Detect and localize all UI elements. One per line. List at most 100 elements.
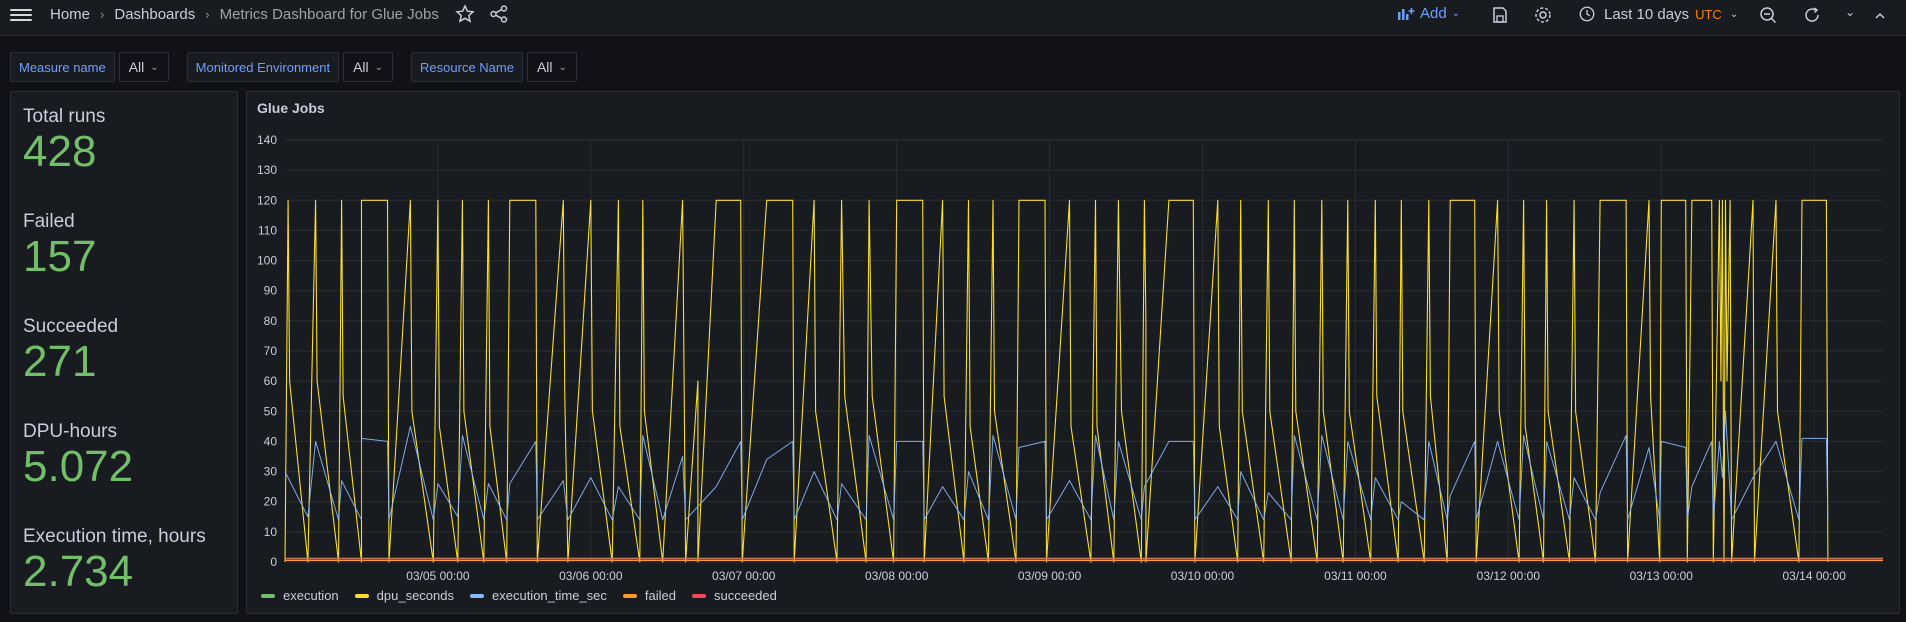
variables-bar: Measure name All ⌄ Monitored Environment …: [10, 52, 577, 82]
add-button-label: Add: [1420, 5, 1447, 22]
series-line-dpu-seconds: [284, 199, 1829, 563]
y-tick-label: 100: [257, 254, 277, 268]
legend-label: succeeded: [713, 588, 777, 603]
zoom-out-icon[interactable]: [1758, 5, 1778, 25]
breadcrumb-dashboards[interactable]: Dashboards: [114, 6, 196, 23]
collapse-icon[interactable]: [1870, 5, 1890, 25]
legend-swatch: [354, 593, 369, 598]
variable-label: Monitored Environment: [186, 52, 340, 82]
variable-label: Resource Name: [411, 52, 523, 82]
variable-value: All: [536, 59, 553, 75]
x-tick-label: 03/12 00:00: [1477, 569, 1541, 582]
y-tick-label: 90: [264, 284, 278, 298]
legend-label: execution: [283, 588, 339, 603]
page-title: Metrics Dashboard for Glue Jobs: [219, 6, 439, 23]
variable-value: All: [353, 59, 369, 75]
y-tick-label: 0: [270, 555, 277, 569]
x-tick-label: 03/08 00:00: [865, 569, 929, 582]
y-tick-label: 30: [264, 465, 278, 479]
timezone-badge: UTC: [1695, 6, 1722, 22]
stat-label: Execution time, hours: [23, 526, 206, 547]
chevron-right-icon: ›: [205, 7, 210, 22]
time-range-label: Last 10 days: [1604, 5, 1690, 23]
glue-jobs-panel[interactable]: Glue Jobs 0 10 20 30 40 50 60 70 80 90 100 110 120 13…: [246, 91, 1900, 614]
stat-succeeded: Succeeded 271: [23, 316, 118, 386]
chevron-down-icon: ⌄: [1451, 8, 1461, 19]
chevron-down-icon: ⌄: [558, 61, 567, 73]
stat-label: Succeeded: [23, 316, 119, 337]
variable-select-resource-name[interactable]: All ⌄: [526, 52, 577, 82]
y-tick-label: 50: [264, 404, 278, 418]
top-navbar: Home › Dashboards › Metrics Dashboard fo…: [0, 0, 1906, 36]
stat-dpu-hours: DPU-hours 5.072: [23, 421, 133, 491]
legend-label: dpu_seconds: [376, 588, 454, 603]
refresh-interval-chevron-icon[interactable]: ⌄: [1844, 5, 1856, 19]
variable-select-measure-name[interactable]: All ⌄: [118, 52, 169, 82]
x-tick-label: 03/07 00:00: [712, 569, 776, 582]
x-tick-label: 03/10 00:00: [1171, 569, 1235, 582]
series-line-execution-time-sec: [284, 410, 1829, 521]
gear-icon[interactable]: [1533, 5, 1553, 25]
time-range-picker[interactable]: Last 10 days UTC ⌄: [1578, 5, 1738, 23]
breadcrumb: Home › Dashboards › Metrics Dashboard fo…: [50, 6, 439, 23]
chevron-down-icon: ⌄: [374, 61, 384, 73]
y-tick-label: 60: [264, 374, 278, 388]
variable-label: Measure name: [10, 52, 115, 82]
panel-title: Glue Jobs: [257, 100, 325, 116]
legend-label: execution_time_sec: [492, 588, 607, 603]
stat-value: 5.072: [23, 442, 134, 491]
breadcrumb-home[interactable]: Home: [50, 6, 91, 23]
y-tick-label: 10: [264, 525, 278, 539]
refresh-icon[interactable]: [1802, 5, 1822, 25]
x-tick-label: 03/13 00:00: [1630, 569, 1694, 582]
add-button[interactable]: Add ⌄: [1397, 5, 1460, 22]
y-tick-label: 140: [257, 133, 277, 147]
legend-item-dpu-seconds[interactable]: dpu_seconds: [354, 588, 454, 603]
legend-label: failed: [644, 588, 676, 603]
timeseries-chart[interactable]: 0 10 20 30 40 50 60 70 80 90 100 110 120 130 140 03/05 …: [247, 92, 1901, 582]
save-icon[interactable]: [1490, 5, 1510, 25]
clock-icon: [1579, 6, 1595, 22]
y-tick-label: 130: [257, 163, 277, 177]
legend-swatch: [470, 593, 484, 598]
x-tick-label: 03/05 00:00: [406, 569, 470, 582]
y-tick-label: 110: [258, 223, 277, 237]
stat-value: 271: [23, 337, 97, 386]
x-tick-label: 03/11 00:00: [1324, 569, 1387, 582]
variable-select-monitored-environment[interactable]: All ⌄: [343, 52, 394, 82]
y-tick-label: 40: [264, 434, 278, 448]
chevron-down-icon: ⌄: [1729, 8, 1739, 20]
star-icon[interactable]: [455, 4, 475, 24]
y-tick-label: 80: [264, 314, 278, 328]
x-tick-label: 03/06 00:00: [559, 569, 623, 582]
stat-label: Failed: [23, 211, 75, 232]
share-icon[interactable]: [489, 4, 509, 24]
legend-swatch: [622, 593, 637, 598]
add-panel-icon: [1398, 7, 1415, 20]
chart-legend: execution dpu_seconds execution_time_sec fa…: [261, 588, 793, 603]
x-tick-label: 03/14 00:00: [1782, 569, 1846, 582]
menu-icon[interactable]: [10, 6, 32, 24]
stat-failed: Failed 157: [23, 211, 96, 281]
variable-value: All: [128, 59, 145, 75]
stat-label: DPU-hours: [23, 421, 117, 442]
chevron-right-icon: ›: [100, 7, 105, 22]
legend-item-execution-time-sec[interactable]: execution_time_sec: [470, 588, 607, 603]
chevron-down-icon: ⌄: [150, 61, 159, 73]
stat-label: Total runs: [23, 106, 106, 127]
legend-item-succeeded[interactable]: succeeded: [691, 588, 777, 603]
stat-execution-time: Execution time, hours 2.734: [23, 526, 206, 596]
stat-value: 2.734: [23, 547, 134, 596]
stat-total-runs: Total runs 428: [23, 106, 105, 176]
stat-value: 157: [23, 232, 97, 281]
y-tick-label: 120: [257, 193, 277, 207]
stat-value: 428: [23, 127, 97, 176]
y-tick-label: 70: [264, 344, 278, 358]
x-tick-label: 03/09 00:00: [1018, 569, 1082, 582]
stats-panel[interactable]: Total runs 428 Failed 157 Succeeded 271 …: [10, 91, 238, 614]
legend-item-execution[interactable]: execution: [261, 588, 339, 603]
y-tick-label: 20: [264, 495, 278, 509]
legend-item-failed[interactable]: failed: [622, 588, 676, 603]
legend-swatch: [261, 593, 275, 598]
legend-swatch: [691, 593, 706, 598]
